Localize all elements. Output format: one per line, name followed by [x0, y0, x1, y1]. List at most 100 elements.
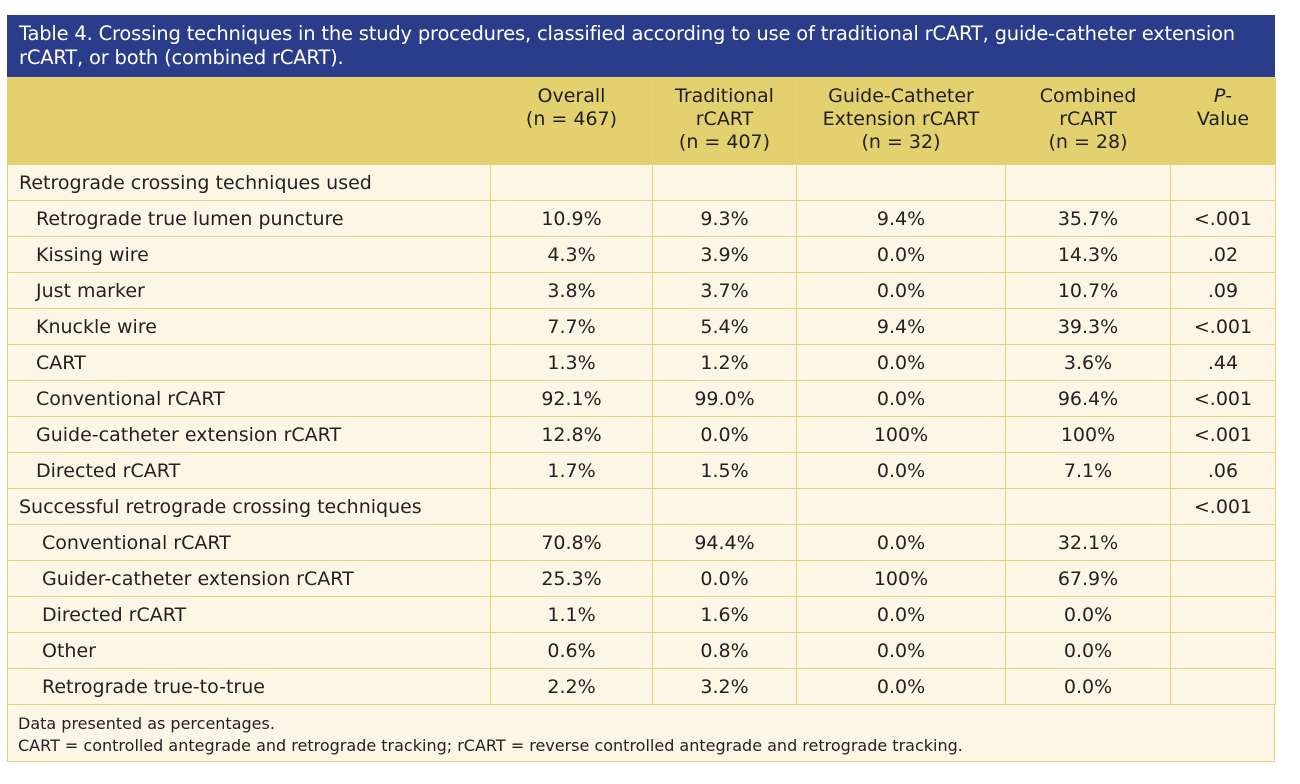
cell-overall: 25.3%: [490, 560, 653, 597]
row-label: Conventional rCART: [7, 380, 491, 417]
cell-gce: 0.0%: [796, 524, 1006, 561]
data-table: Table 4. Crossing techniques in the stud…: [7, 15, 1276, 762]
cell-overall: 70.8%: [490, 524, 653, 561]
table-row: Directed rCART 1.7% 1.5% 0.0% 7.1% .06: [7, 452, 1276, 489]
cell-combined: 14.3%: [1005, 236, 1171, 273]
cell-p: .44: [1170, 344, 1276, 381]
cell-combined: 67.9%: [1005, 560, 1171, 597]
cell-overall: 12.8%: [490, 416, 653, 453]
cell-overall: 2.2%: [490, 668, 653, 705]
cell-overall: 1.1%: [490, 596, 653, 633]
cell-traditional: 5.4%: [652, 308, 797, 345]
table-body: Retrograde crossing techniques used Retro…: [7, 164, 1276, 705]
cell-gce: 0.0%: [796, 452, 1006, 489]
cell-p: <.001: [1170, 308, 1276, 345]
table-row: CART 1.3% 1.2% 0.0% 3.6% .44: [7, 344, 1276, 381]
section-label: Retrograde crossing techniques used: [7, 164, 491, 201]
cell-traditional: 3.7%: [652, 272, 797, 309]
section-p-value: [1170, 164, 1276, 201]
cell-p: [1170, 668, 1276, 705]
cell-combined: 35.7%: [1005, 200, 1171, 237]
cell-traditional: 3.2%: [652, 668, 797, 705]
table-row: Conventional rCART 92.1% 99.0% 0.0% 96.4% <.0…: [7, 380, 1276, 417]
table-row: Retrograde true lumen puncture 10.9% 9.3% 9…: [7, 200, 1276, 237]
cell-combined: 3.6%: [1005, 344, 1171, 381]
cell-gce: 9.4%: [796, 200, 1006, 237]
cell-overall: 1.7%: [490, 452, 653, 489]
section-row: Retrograde crossing techniques used: [7, 164, 1276, 201]
cell-p: .02: [1170, 236, 1276, 273]
cell-traditional: 1.5%: [652, 452, 797, 489]
cell-traditional: 0.8%: [652, 632, 797, 669]
row-label: Retrograde true lumen puncture: [7, 200, 491, 237]
table-row: Directed rCART 1.1% 1.6% 0.0% 0.0%: [7, 596, 1276, 633]
cell-traditional: 1.6%: [652, 596, 797, 633]
row-label: Knuckle wire: [7, 308, 491, 345]
cell-p: <.001: [1170, 200, 1276, 237]
cell-combined: 96.4%: [1005, 380, 1171, 417]
cell-combined: 100%: [1005, 416, 1171, 453]
empty-cell: [652, 164, 797, 201]
cell-p: <.001: [1170, 416, 1276, 453]
cell-gce: 0.0%: [796, 380, 1006, 417]
empty-cell: [1005, 164, 1171, 201]
cell-overall: 0.6%: [490, 632, 653, 669]
row-label: Directed rCART: [7, 596, 491, 633]
cell-gce: 100%: [796, 560, 1006, 597]
row-label: Guide-catheter extension rCART: [7, 416, 491, 453]
cell-combined: 0.0%: [1005, 632, 1171, 669]
cell-gce: 0.0%: [796, 632, 1006, 669]
cell-traditional: 0.0%: [652, 416, 797, 453]
empty-cell: [796, 164, 1006, 201]
table-row: Guide-catheter extension rCART 12.8% 0.0% 1…: [7, 416, 1276, 453]
cell-gce: 0.0%: [796, 596, 1006, 633]
cell-combined: 10.7%: [1005, 272, 1171, 309]
row-label: Other: [7, 632, 491, 669]
cell-overall: 10.9%: [490, 200, 653, 237]
row-label: Kissing wire: [7, 236, 491, 273]
cell-p: [1170, 632, 1276, 669]
section-p-value: <.001: [1170, 488, 1276, 525]
row-label: Directed rCART: [7, 452, 491, 489]
cell-combined: 39.3%: [1005, 308, 1171, 345]
cell-p: [1170, 596, 1276, 633]
cell-traditional: 3.9%: [652, 236, 797, 273]
cell-overall: 7.7%: [490, 308, 653, 345]
table-row: Retrograde true-to-true 2.2% 3.2% 0.0% 0.0%: [7, 668, 1276, 705]
row-label: Guider-catheter extension rCART: [7, 560, 491, 597]
header-combined: Combined rCART (n = 28): [1005, 77, 1171, 165]
header-traditional: Traditional rCART (n = 407): [652, 77, 797, 165]
cell-traditional: 9.3%: [652, 200, 797, 237]
row-label: Conventional rCART: [7, 524, 491, 561]
table-row: Knuckle wire 7.7% 5.4% 9.4% 39.3% <.001: [7, 308, 1276, 345]
table-row: Guider-catheter extension rCART 25.3% 0.0%…: [7, 560, 1276, 597]
row-label: CART: [7, 344, 491, 381]
cell-gce: 100%: [796, 416, 1006, 453]
cell-p: .06: [1170, 452, 1276, 489]
header-row: Overall (n = 467) Traditional rCART (n =…: [7, 77, 1276, 165]
crossing-techniques-table: Overall (n = 467) Traditional rCART (n =…: [7, 77, 1276, 705]
table-row: Conventional rCART 70.8% 94.4% 0.0% 32.1%: [7, 524, 1276, 561]
table-row: Kissing wire 4.3% 3.9% 0.0% 14.3% .02: [7, 236, 1276, 273]
cell-gce: 0.0%: [796, 344, 1006, 381]
header-overall: Overall (n = 467): [490, 77, 653, 165]
cell-combined: 32.1%: [1005, 524, 1171, 561]
cell-traditional: 99.0%: [652, 380, 797, 417]
empty-cell: [796, 488, 1006, 525]
cell-gce: 0.0%: [796, 668, 1006, 705]
empty-cell: [1005, 488, 1171, 525]
table-footnote: Data presented as percentages. CART = co…: [7, 705, 1275, 762]
table-row: Just marker 3.8% 3.7% 0.0% 10.7% .09: [7, 272, 1276, 309]
row-label: Just marker: [7, 272, 491, 309]
cell-overall: 3.8%: [490, 272, 653, 309]
footnote-line: CART = controlled antegrade and retrogra…: [18, 736, 963, 755]
empty-cell: [652, 488, 797, 525]
cell-combined: 7.1%: [1005, 452, 1171, 489]
cell-p: <.001: [1170, 380, 1276, 417]
cell-gce: 9.4%: [796, 308, 1006, 345]
cell-overall: 1.3%: [490, 344, 653, 381]
table-row: Other 0.6% 0.8% 0.0% 0.0%: [7, 632, 1276, 669]
cell-traditional: 0.0%: [652, 560, 797, 597]
cell-p: [1170, 524, 1276, 561]
cell-gce: 0.0%: [796, 272, 1006, 309]
